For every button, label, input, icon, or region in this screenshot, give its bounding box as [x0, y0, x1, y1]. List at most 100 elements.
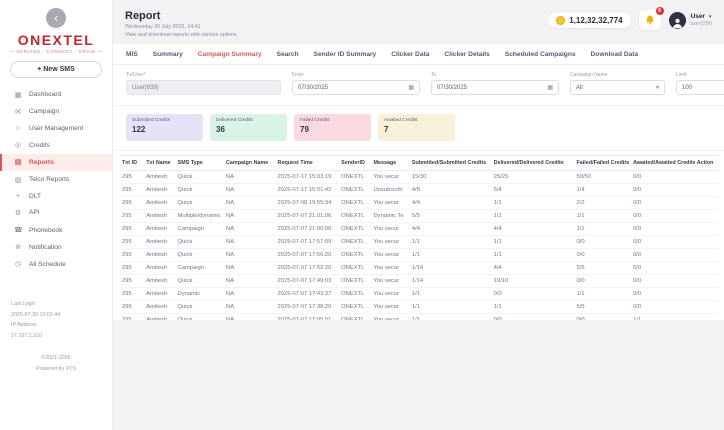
table-cell: Quick	[176, 275, 224, 288]
column-header: Awaited/Awaited Credits	[631, 156, 695, 171]
sidebar-item-telco-reports[interactable]: ▧Telco Reports	[0, 171, 112, 188]
new-sms-button[interactable]: + New SMS	[10, 61, 102, 78]
table-cell	[695, 184, 719, 197]
summary-card-label: Delivered Credits	[216, 118, 281, 123]
table-cell: Quick	[176, 301, 224, 314]
sidebar-item-label: All Schedule	[29, 261, 66, 268]
table-cell: 295	[120, 288, 144, 301]
sidebar-item-all-schedule[interactable]: ◷All Schedule	[0, 256, 112, 273]
table-cell: You secur	[371, 171, 409, 184]
powered-by-text: Powered by XTS	[0, 364, 112, 375]
table-row[interactable]: 295AmiteshCampaignNA2025-07-07 21:00:06O…	[120, 223, 719, 236]
sidebar-item-campaign[interactable]: ✉Campaign	[0, 103, 112, 120]
sidebar-item-label: DLT	[29, 193, 41, 200]
table-cell: 0/0	[631, 275, 695, 288]
credits-coin-icon: ◎	[14, 141, 22, 149]
user-menu[interactable]: User ▾ user(939)	[669, 12, 712, 29]
table-header-row: Txt IDTxt NameSMS TypeCampaign NameReque…	[120, 156, 719, 171]
sidebar-item-notification[interactable]: ⊚Notification	[0, 239, 112, 256]
copyright-text: ©2021-2026	[0, 353, 112, 364]
column-header: SenderID	[339, 156, 371, 171]
table-cell: 0/0	[631, 223, 695, 236]
sidebar-item-dlt[interactable]: + DLT	[0, 188, 112, 204]
summary-card-awaited-credits: Awaited Credits7	[378, 114, 455, 141]
user-filter-input[interactable]: User(939)	[126, 80, 281, 95]
table-cell	[695, 197, 719, 210]
table-cell: You secur	[371, 262, 409, 275]
table-cell: 4/4	[410, 197, 492, 210]
notifications-button[interactable]: 6	[639, 10, 661, 30]
table-cell: Quick	[176, 184, 224, 197]
page-subtitle: View and download reports with various o…	[125, 32, 237, 40]
column-header: Message	[371, 156, 409, 171]
table-row[interactable]: 295AmiteshQuickNA2025-07-17 15:01:42ONEX…	[120, 184, 719, 197]
page-title: Report	[125, 10, 237, 22]
summary-card-failed-credits: Failed Credits79	[294, 114, 371, 141]
sidebar-item-credits[interactable]: ◎Credits	[0, 137, 112, 154]
table-row[interactable]: 295AmiteshMultiple/dynamicNA2025-07-07 2…	[120, 210, 719, 223]
table-cell: 0/0	[631, 171, 695, 184]
summary-card-value: 79	[300, 125, 365, 134]
sidebar-item-phonebook[interactable]: ☎Phonebook	[0, 222, 112, 239]
tab-search[interactable]: Search	[277, 49, 299, 60]
table-cell: 2025-07-07 21:01:06	[276, 210, 340, 223]
table-cell: 2/2	[575, 197, 632, 210]
tab-clicker-data[interactable]: Clicker Data	[391, 49, 429, 60]
campaign-summary-table: Txt IDTxt NameSMS TypeCampaign NameReque…	[120, 155, 719, 320]
table-row[interactable]: 295AmiteshQuickNA2025-07-17 15:03:19ONEX…	[120, 171, 719, 184]
table-row[interactable]: 295AmiteshQuickNA2025-07-07 17:57:09ONEX…	[120, 236, 719, 249]
table-cell: NA	[224, 197, 276, 210]
table-row[interactable]: 295AmiteshCampaignNA2025-07-07 17:52:20O…	[120, 262, 719, 275]
table-cell: 1/14	[410, 275, 492, 288]
sidebar-collapse-button[interactable]: ‹	[46, 8, 66, 28]
tab-scheduled-campaigns[interactable]: Scheduled Campaigns	[505, 49, 576, 60]
table-cell: Campaign	[176, 262, 224, 275]
table-head: Txt IDTxt NameSMS TypeCampaign NameReque…	[120, 156, 719, 171]
table-row[interactable]: 295AmiteshQuickNA2025-07-08 19:55:34ONEX…	[120, 197, 719, 210]
table-row[interactable]: 295AmiteshQuickNA2025-07-07 17:38:20ONEX…	[120, 301, 719, 314]
tab-campaign-summary[interactable]: Campaign Summary	[198, 49, 262, 60]
table-cell: 0/0	[631, 262, 695, 275]
table-cell: NA	[224, 275, 276, 288]
campaign-name-select[interactable]: All ▾	[570, 80, 665, 95]
chevron-down-icon: ▾	[656, 84, 659, 91]
sidebar-item-dashboard[interactable]: ▦Dashboard	[0, 86, 112, 103]
campaign-name-label: Campaign Name	[570, 72, 665, 78]
tab-download-data[interactable]: Download Data	[591, 49, 639, 60]
to-date-input[interactable]: 07/30/2025 ▦	[431, 80, 559, 95]
sidebar-item-user-management[interactable]: ☺User Management	[0, 120, 112, 136]
from-date-input[interactable]: 07/30/2025 ▦	[292, 80, 420, 95]
logo-tagline: — SERVING · CONNECT · GROW —	[0, 49, 112, 54]
tab-mis[interactable]: MIS	[126, 49, 138, 60]
to-date-label: To	[431, 72, 559, 78]
sidebar-item-api[interactable]: ⚙API	[0, 204, 112, 221]
tab-summary[interactable]: Summary	[153, 49, 183, 60]
table-row[interactable]: 295AmiteshQuickNA2025-07-07 17:05:51ONEX…	[120, 314, 719, 321]
header-actions: 1,12,32,32,774 6 User	[548, 10, 712, 30]
api-gear-icon: ⚙	[14, 209, 22, 217]
table-cell: 0/0	[575, 314, 632, 321]
table-row[interactable]: 295AmiteshQuickNA2025-07-07 17:49:03ONEX…	[120, 275, 719, 288]
table-cell: NA	[224, 288, 276, 301]
table-row[interactable]: 295AmiteshQuickNA2025-07-07 17:56:20ONEX…	[120, 249, 719, 262]
table-row[interactable]: 295AmiteshDynamicNA2025-07-07 17:43:37ON…	[120, 288, 719, 301]
table-cell: 295	[120, 262, 144, 275]
chevron-left-icon: ‹	[54, 12, 58, 24]
limit-select[interactable]: 100 ▾	[676, 80, 724, 95]
dlt-icon: +	[14, 193, 22, 200]
filters-bar: TxtUser* User(939) From 07/30/2025 ▦ To …	[113, 65, 724, 106]
column-header: Action	[695, 156, 719, 171]
table-cell: 2025-07-17 15:03:19	[276, 171, 340, 184]
tab-sender-id-summary[interactable]: Sender ID Summary	[314, 49, 377, 60]
column-header: Campaign Name	[224, 156, 276, 171]
phonebook-icon: ☎	[14, 226, 22, 234]
to-date-group: To 07/30/2025 ▦	[431, 72, 559, 95]
table-cell: Amitesh	[144, 184, 175, 197]
last-login-label: Last Login	[11, 299, 101, 310]
tab-clicker-details[interactable]: Clicker Details	[444, 49, 489, 60]
table-cell	[695, 236, 719, 249]
sidebar-item-reports[interactable]: ▤Reports	[0, 154, 112, 171]
table-cell: ONEXTL	[339, 236, 371, 249]
credits-balance-chip[interactable]: 1,12,32,32,774	[548, 13, 630, 28]
table-cell: Amitesh	[144, 288, 175, 301]
